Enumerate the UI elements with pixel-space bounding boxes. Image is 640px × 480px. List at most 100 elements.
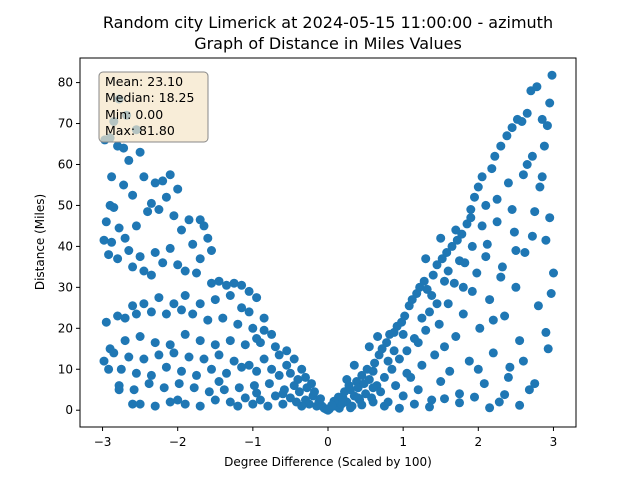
scatter-point <box>394 354 404 364</box>
scatter-point <box>545 213 555 223</box>
scatter-point <box>131 221 141 231</box>
scatter-point <box>507 205 517 214</box>
scatter-point <box>515 400 525 410</box>
scatter-point <box>443 299 453 309</box>
scatter-point <box>428 270 438 280</box>
scatter-point <box>128 399 138 409</box>
scatter-point <box>240 393 250 403</box>
x-tick-label: 0 <box>324 435 332 449</box>
x-tick-label: −2 <box>169 435 187 449</box>
scatter-point <box>466 205 476 214</box>
scatter-point <box>139 354 149 364</box>
scatter-point <box>413 385 423 395</box>
scatter-point <box>294 387 304 397</box>
scatter-point <box>264 379 274 389</box>
scatter-point <box>210 340 220 350</box>
scatter-point <box>530 379 540 389</box>
scatter-point <box>455 256 464 266</box>
scatter-point <box>458 309 468 319</box>
scatter-point <box>458 282 468 292</box>
scatter-point <box>473 364 483 374</box>
scatter-point <box>109 203 119 212</box>
stats-box: Mean: 23.10 Median: 18.25 Min: 0.00 Max:… <box>98 71 209 143</box>
scatter-point <box>304 399 314 409</box>
x-tick-label: −1 <box>244 435 262 449</box>
scatter-point <box>327 400 337 410</box>
scatter-point <box>293 375 303 384</box>
scatter-point <box>539 141 549 151</box>
scatter-point <box>520 248 530 257</box>
scatter-point <box>482 239 492 249</box>
scatter-point <box>154 350 164 360</box>
scatter-point <box>394 403 404 413</box>
scatter-point <box>546 289 556 298</box>
scatter-point <box>357 400 367 410</box>
scatter-point <box>143 207 153 217</box>
x-tick-label: 2 <box>474 435 482 449</box>
scatter-point <box>470 392 479 402</box>
scatter-point <box>490 151 500 161</box>
scatter-point <box>278 399 288 409</box>
scatter-point <box>237 362 247 372</box>
scatter-point <box>497 262 507 272</box>
scatter-point <box>180 329 190 339</box>
scatter-point <box>169 211 179 221</box>
scatter-point <box>248 323 258 333</box>
scatter-point <box>400 311 410 321</box>
scatter-point <box>195 254 205 264</box>
scatter-point <box>518 170 528 180</box>
scatter-point <box>537 172 547 182</box>
scatter-point <box>259 325 269 335</box>
scatter-point <box>165 170 175 180</box>
scatter-point <box>124 246 134 255</box>
scatter-point <box>113 311 123 321</box>
scatter-point <box>184 215 194 225</box>
scatter-point <box>503 372 513 382</box>
scatter-point <box>139 299 149 309</box>
scatter-point <box>316 394 325 404</box>
scatter-point <box>466 213 476 223</box>
scatter-point <box>370 358 380 368</box>
scatter-point <box>192 268 201 278</box>
scatter-point <box>259 313 269 323</box>
scatter-point <box>391 381 401 391</box>
scatter-point <box>485 403 495 413</box>
scatter-point <box>244 360 254 370</box>
scatter-point <box>267 329 277 339</box>
scatter-point <box>124 352 134 362</box>
scatter-point <box>169 299 179 309</box>
scatter-point <box>139 266 149 276</box>
scatter-point <box>472 268 482 278</box>
scatter-point <box>259 354 269 364</box>
scatter-point <box>545 98 555 108</box>
scatter-point <box>173 395 183 405</box>
y-tick-label: 30 <box>58 280 73 294</box>
stats-box-background <box>98 71 209 143</box>
scatter-point <box>541 235 551 245</box>
scatter-point <box>473 182 483 192</box>
scatter-point <box>255 395 265 405</box>
y-axis-ticks: 0 10 20 30 40 50 60 70 80 <box>58 76 80 417</box>
scatter-point <box>434 319 444 329</box>
scatter-point <box>442 248 452 257</box>
stats-min: Min: 0.00 <box>105 107 163 122</box>
scatter-point <box>282 360 292 370</box>
scatter-point <box>249 381 259 391</box>
scatter-point <box>107 172 117 182</box>
scatter-point <box>364 342 374 352</box>
scatter-point <box>505 362 515 372</box>
y-tick-label: 10 <box>58 362 73 376</box>
scatter-point <box>222 368 231 378</box>
scatter-point <box>203 315 213 325</box>
scatter-point <box>421 254 431 264</box>
scatter-point <box>346 403 355 413</box>
scatter-point <box>502 131 512 141</box>
scatter-point <box>146 307 156 317</box>
scatter-point <box>222 280 231 290</box>
scatter-point <box>500 311 510 321</box>
scatter-point <box>542 121 552 131</box>
scatter-point <box>161 192 171 202</box>
scatter-point <box>515 336 525 346</box>
scatter-point <box>192 370 201 380</box>
scatter-point <box>195 401 205 411</box>
